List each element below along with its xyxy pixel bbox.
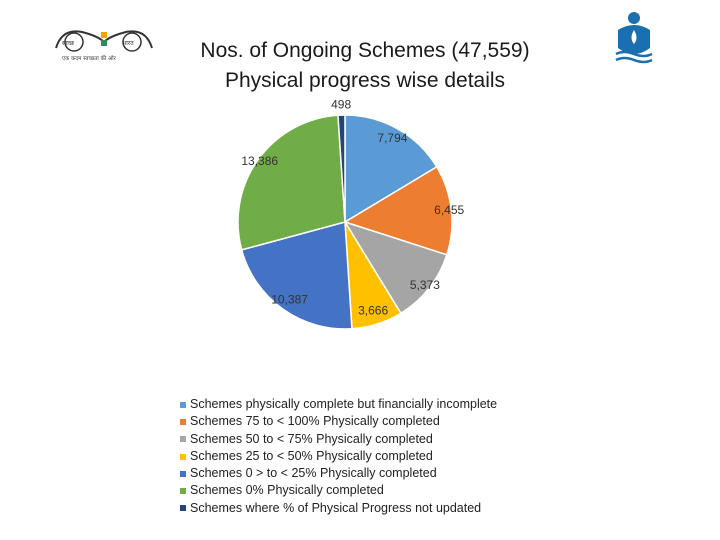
legend-item: Schemes 0% Physically completed bbox=[180, 482, 497, 499]
chart-title-block: Nos. of Ongoing Schemes (47,559) Physica… bbox=[150, 36, 580, 96]
legend-item: Schemes 50 to < 75% Physically completed bbox=[180, 431, 497, 448]
legend-label: Schemes 25 to < 50% Physically completed bbox=[190, 448, 433, 463]
pie-slice bbox=[344, 114, 438, 224]
legend-swatch bbox=[180, 470, 186, 477]
legend-label: Schemes 75 to < 100% Physically complete… bbox=[190, 414, 440, 429]
legend-swatch bbox=[180, 418, 186, 425]
legend-swatch bbox=[180, 488, 186, 495]
pie-slice bbox=[240, 221, 353, 330]
legend-label: Schemes 0% Physically completed bbox=[190, 483, 384, 498]
chart-title: Nos. of Ongoing Schemes (47,559) bbox=[200, 39, 530, 62]
pie-slice bbox=[337, 114, 346, 223]
legend-item: Schemes physically complete but financia… bbox=[180, 396, 497, 413]
slice-data-label: 498 bbox=[331, 97, 351, 111]
slice-data-label: 10,387 bbox=[271, 292, 308, 306]
legend-item: Schemes where % of Physical Progress not… bbox=[180, 500, 497, 517]
pie-slice bbox=[343, 220, 448, 315]
logo-caption: एक कदम स्वच्छता की ओर bbox=[62, 55, 117, 62]
legend-swatch bbox=[180, 401, 186, 408]
legend-item: Schemes 25 to < 50% Physically completed bbox=[180, 448, 497, 465]
legend-label: Schemes where % of Physical Progress not… bbox=[190, 500, 482, 515]
slice-data-label: 3,666 bbox=[358, 304, 388, 318]
legend-swatch bbox=[180, 453, 186, 460]
swachh-bharat-logo: स्वच्छ भारत एक कदम स्वच्छता की ओर bbox=[55, 30, 153, 62]
pie-slice bbox=[343, 165, 453, 256]
slice-data-label: 13,386 bbox=[241, 154, 278, 168]
chart-subtitle: Physical progress wise details bbox=[224, 69, 506, 92]
legend-swatch bbox=[180, 505, 186, 512]
logo-text-left: स्वच्छ bbox=[62, 40, 75, 47]
chart-legend: Schemes physically complete but financia… bbox=[180, 396, 497, 517]
legend-item: Schemes 0 > to < 25% Physically complete… bbox=[180, 465, 497, 482]
slice-data-label: 5,373 bbox=[410, 278, 440, 292]
jal-emblem-logo bbox=[615, 12, 653, 64]
legend-swatch bbox=[180, 436, 186, 443]
logo-text-right: भारत bbox=[122, 40, 134, 47]
pie-slice bbox=[237, 114, 346, 251]
legend-item: Schemes 75 to < 100% Physically complete… bbox=[180, 413, 497, 430]
slice-data-label: 6,455 bbox=[434, 203, 464, 217]
legend-label: Schemes 0 > to < 25% Physically complete… bbox=[190, 466, 437, 481]
legend-label: Schemes 50 to < 75% Physically completed bbox=[190, 431, 433, 446]
slice-data-label: 7,794 bbox=[377, 131, 407, 145]
legend-label: Schemes physically complete but financia… bbox=[190, 397, 498, 411]
